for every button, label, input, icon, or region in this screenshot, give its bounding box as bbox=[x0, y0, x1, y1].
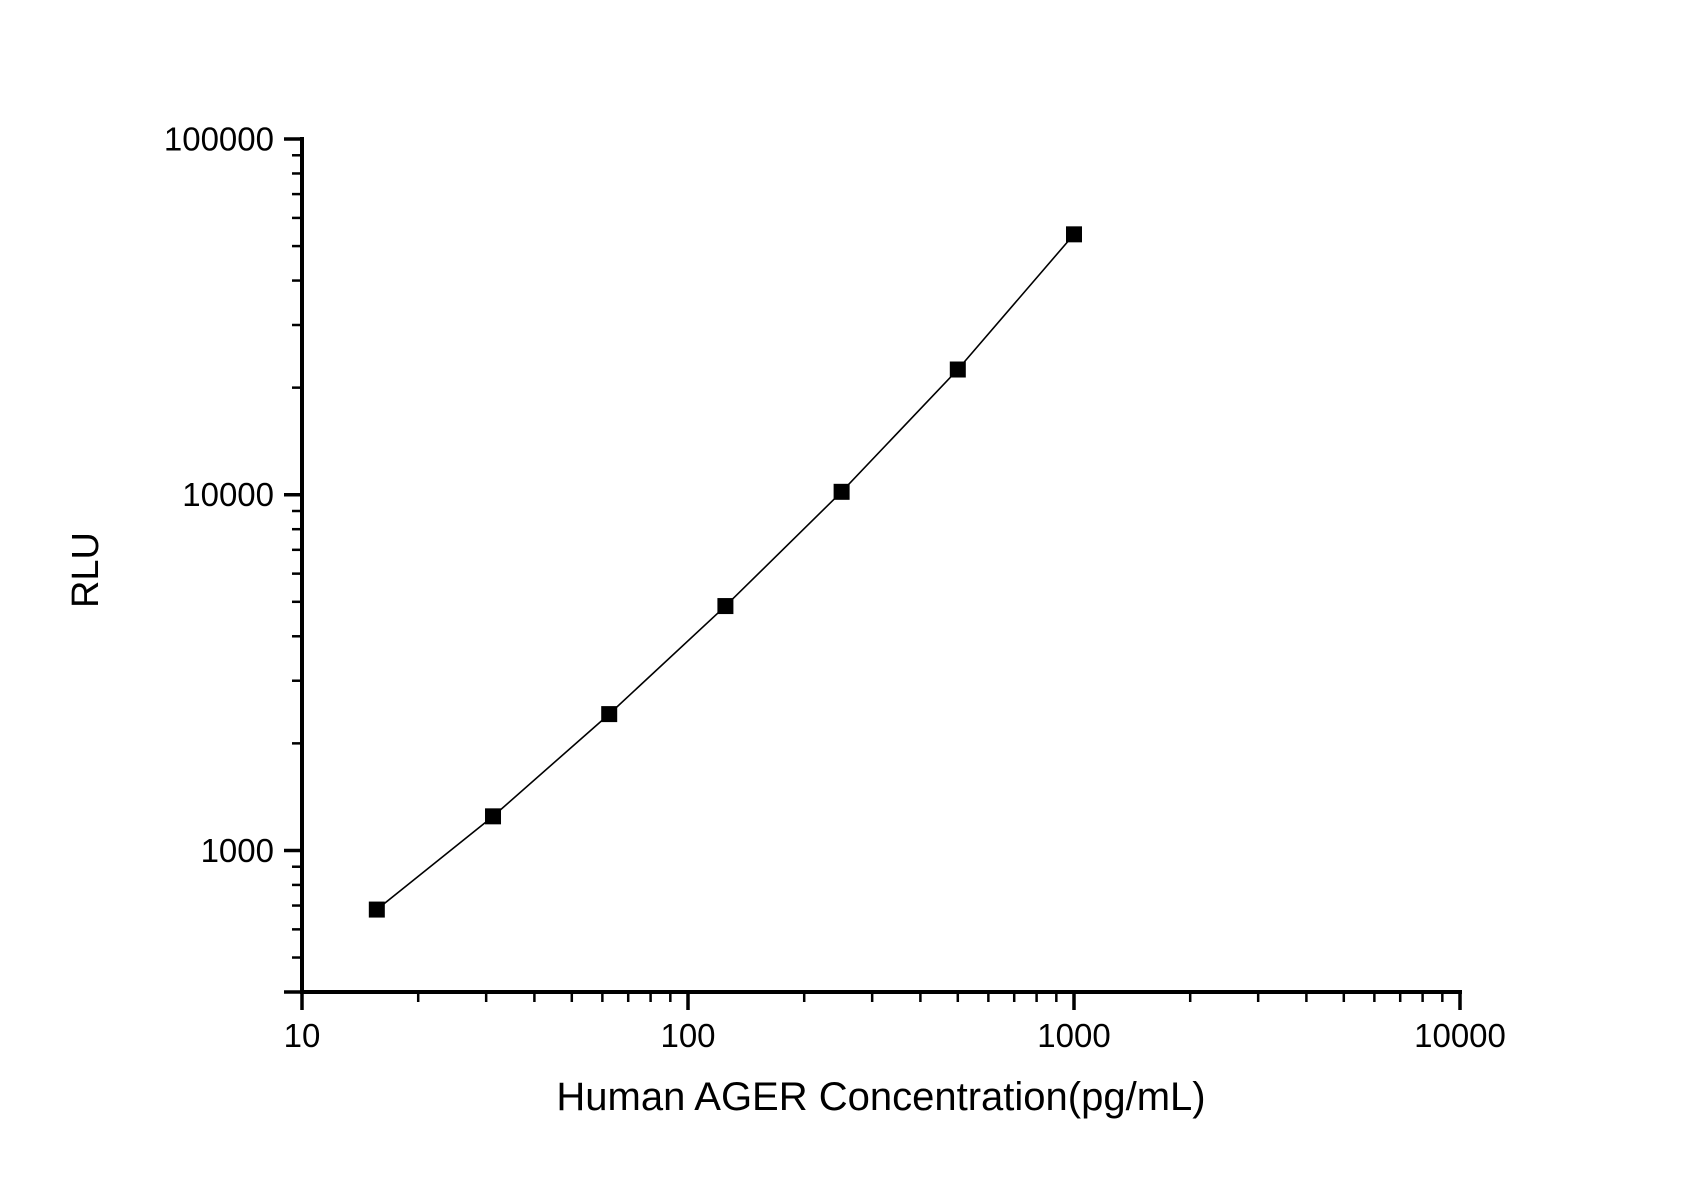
x-tick-label: 10000 bbox=[1414, 1017, 1506, 1054]
y-tick-label: 10000 bbox=[182, 476, 274, 513]
series-line bbox=[376, 233, 1075, 911]
y-tick-label: 1000 bbox=[201, 832, 274, 869]
x-tick-label: 1000 bbox=[1037, 1017, 1110, 1054]
x-axis-title: Human AGER Concentration(pg/mL) bbox=[556, 1075, 1205, 1119]
y-axis-title: RLU bbox=[65, 532, 107, 608]
x-tick-label: 10 bbox=[284, 1017, 321, 1054]
data-point-marker bbox=[368, 901, 385, 918]
data-point-marker bbox=[485, 808, 502, 825]
x-tick-label: 100 bbox=[660, 1017, 715, 1054]
data-point-marker bbox=[949, 361, 966, 378]
plot-area: 10 100 1000 10000 1000 10000 100000 bbox=[164, 121, 1506, 1055]
data-point-marker bbox=[833, 483, 850, 500]
data-point-marker bbox=[1066, 226, 1082, 243]
data-point-marker bbox=[717, 598, 734, 615]
data-point-marker bbox=[601, 706, 618, 723]
y-tick-label: 100000 bbox=[164, 121, 274, 158]
